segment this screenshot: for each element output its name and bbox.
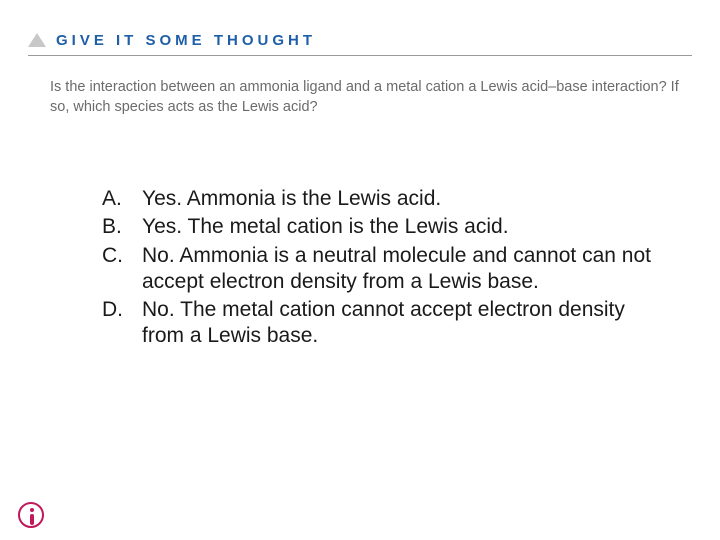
header-row: GIVE IT SOME THOUGHT xyxy=(28,32,692,49)
question-text: Is the interaction between an ammonia li… xyxy=(50,78,680,117)
option-text: Yes. Ammonia is the Lewis acid. xyxy=(142,186,660,212)
option-d: D. No. The metal cation cannot accept el… xyxy=(102,297,660,350)
option-text: No. The metal cation cannot accept elect… xyxy=(142,297,660,350)
option-text: No. Ammonia is a neutral molecule and ca… xyxy=(142,243,660,296)
option-letter: D. xyxy=(102,297,142,350)
triangle-up-icon xyxy=(28,33,46,47)
header-divider xyxy=(28,55,692,56)
option-letter: A. xyxy=(102,186,142,212)
option-letter: C. xyxy=(102,243,142,296)
header-block: GIVE IT SOME THOUGHT xyxy=(28,32,692,56)
option-a: A. Yes. Ammonia is the Lewis acid. xyxy=(102,186,660,212)
options-list: A. Yes. Ammonia is the Lewis acid. B. Ye… xyxy=(102,186,660,352)
option-b: B. Yes. The metal cation is the Lewis ac… xyxy=(102,214,660,240)
info-icon xyxy=(18,502,44,528)
header-title: GIVE IT SOME THOUGHT xyxy=(56,32,316,49)
option-c: C. No. Ammonia is a neutral molecule and… xyxy=(102,243,660,296)
option-text: Yes. The metal cation is the Lewis acid. xyxy=(142,214,660,240)
option-letter: B. xyxy=(102,214,142,240)
